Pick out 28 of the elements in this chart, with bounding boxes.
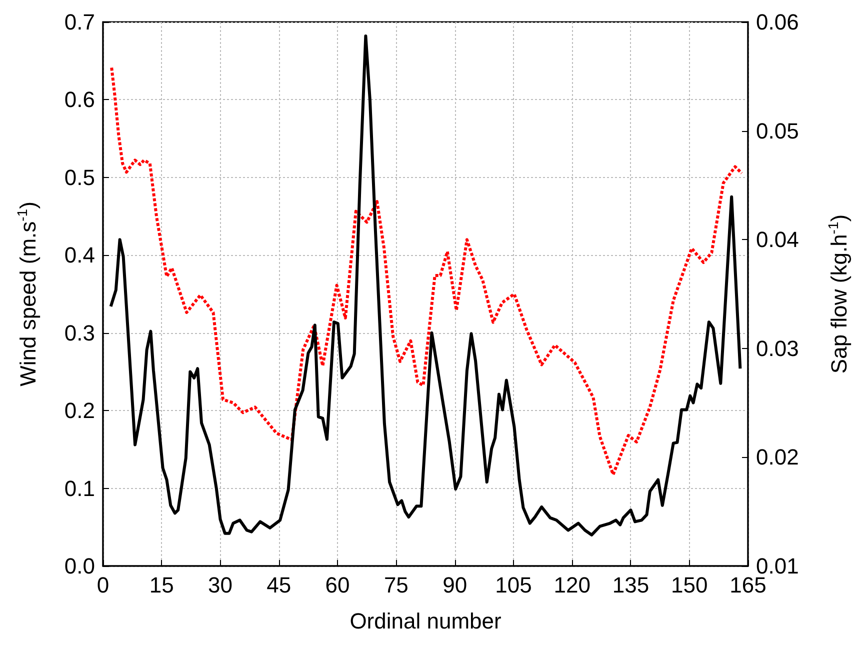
line-series — [110, 66, 744, 476]
x-tick-label: 90 — [442, 572, 468, 598]
x-tick-label: 30 — [208, 572, 233, 598]
y-tick-label: 0.3 — [64, 320, 95, 346]
y2-tick-label: 0.02 — [756, 444, 799, 470]
y-axis-title: Wind speed (m.s-1) — [14, 202, 40, 386]
x-tick-label: 105 — [495, 572, 532, 598]
y2-tick-label: 0.03 — [756, 336, 799, 361]
x-tick-label: 0 — [96, 572, 110, 598]
y-tick-label: 0.2 — [64, 398, 95, 424]
x-tick-label: 150 — [671, 572, 708, 598]
y-tick-label: 0.0 — [64, 554, 95, 578]
y-tick-label: 0.4 — [64, 242, 95, 268]
y-tick-label: 0.7 — [64, 10, 95, 34]
x-tick-label: 135 — [612, 572, 650, 598]
x-tick-label: 75 — [384, 572, 408, 598]
y2-axis-title: Sap flow (kg.h-1) — [825, 214, 852, 374]
x-tick-label: 120 — [554, 572, 590, 598]
x-tick-label: 60 — [325, 572, 350, 598]
y2-tick-label: 0.06 — [756, 10, 799, 34]
x-tick-label: 15 — [149, 572, 174, 598]
x-axis-title: Ordinal number — [350, 608, 502, 634]
y-tick-label: 0.6 — [64, 87, 95, 112]
y-tick-label: 0.1 — [64, 476, 95, 501]
y2-tick-label: 0.04 — [756, 227, 799, 252]
y-tick-label: 0.5 — [64, 164, 95, 190]
x-tick-label: 45 — [266, 572, 292, 598]
y2-tick-label: 0.05 — [756, 118, 799, 144]
